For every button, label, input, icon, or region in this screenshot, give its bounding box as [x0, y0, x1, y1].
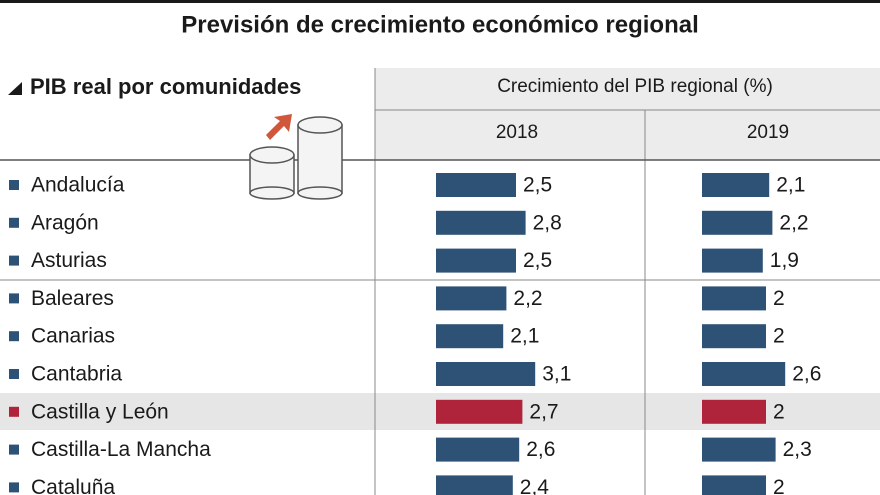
category-label: Andalucía — [31, 174, 125, 197]
series-name: 2019 — [747, 122, 789, 143]
row-marker — [9, 369, 19, 379]
row-marker — [9, 331, 19, 342]
row-marker — [9, 482, 19, 493]
value-label: 2,4 — [520, 476, 550, 495]
row-marker — [9, 406, 19, 417]
value-label: 2,5 — [523, 249, 552, 272]
bar — [702, 173, 770, 197]
bar — [702, 399, 766, 424]
value-label: 2,7 — [529, 400, 558, 423]
value-label: 2,1 — [776, 174, 805, 197]
value-label: 2 — [773, 476, 785, 495]
category-label: Cantabria — [31, 363, 122, 386]
value-label: 2,6 — [792, 363, 821, 386]
header-bg — [375, 68, 880, 160]
category-label: Baleares — [31, 287, 114, 310]
bar — [436, 437, 520, 462]
bar — [436, 362, 536, 386]
value-label: 3,1 — [542, 363, 571, 386]
bar — [436, 173, 516, 197]
bar — [702, 362, 786, 386]
bar — [702, 324, 766, 349]
subtitle-triangle — [8, 82, 22, 95]
bar — [436, 210, 526, 235]
bar — [702, 475, 766, 495]
bar — [436, 286, 507, 311]
bar — [702, 437, 776, 462]
row-marker — [9, 444, 19, 455]
category-label: Cataluña — [31, 476, 115, 495]
value-label: 2,2 — [513, 287, 542, 310]
row-marker — [9, 217, 19, 228]
bar — [436, 248, 516, 273]
value-label: 2,2 — [779, 211, 808, 234]
category-label: Canarias — [31, 325, 115, 348]
top-rule — [0, 0, 880, 3]
subtitle: PIB real por comunidades — [30, 74, 301, 99]
chart-title: Previsión de crecimiento económico regio… — [181, 11, 699, 38]
value-label: 2,6 — [526, 438, 555, 461]
value-header: Crecimiento del PIB regional (%) — [497, 76, 773, 97]
coins-icon — [249, 114, 343, 200]
category-label: Castilla y León — [31, 400, 169, 423]
bar — [436, 324, 504, 349]
row-marker — [9, 180, 19, 190]
value-label: 2,3 — [783, 438, 812, 461]
category-label: Castilla-La Mancha — [31, 438, 211, 461]
series-name: 2018 — [496, 122, 538, 143]
value-label: 2 — [773, 400, 785, 423]
bar — [436, 399, 523, 424]
category-label: Aragón — [31, 211, 99, 234]
bar — [436, 475, 513, 495]
value-label: 2 — [773, 325, 785, 348]
value-label: 2,5 — [523, 174, 552, 197]
category-label: Asturias — [31, 249, 107, 272]
bar — [702, 248, 763, 273]
bar — [702, 210, 773, 235]
value-label: 2,8 — [533, 211, 562, 234]
value-label: 2 — [773, 287, 785, 310]
row-marker — [9, 293, 19, 304]
value-label: 2,1 — [510, 325, 539, 348]
value-label: 1,9 — [770, 249, 799, 272]
bar — [702, 286, 766, 311]
row-marker — [9, 255, 19, 266]
